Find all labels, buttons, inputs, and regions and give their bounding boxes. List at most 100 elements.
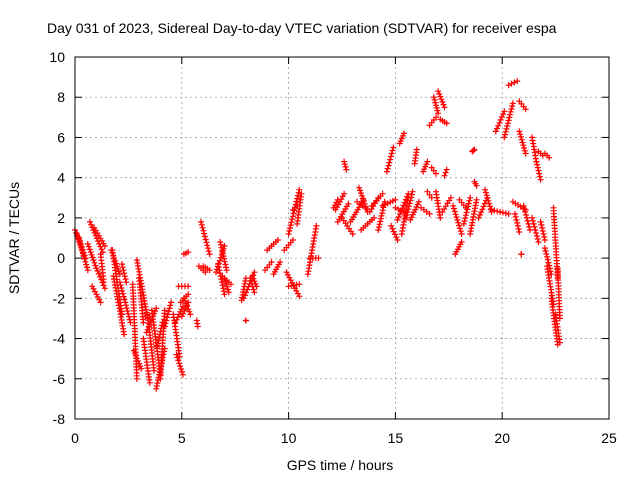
data-point — [377, 218, 384, 225]
data-point — [405, 203, 412, 210]
data-point — [349, 231, 356, 237]
data-point — [220, 285, 227, 292]
data-point — [175, 357, 182, 364]
y-tick-label: 10 — [49, 49, 65, 65]
data-point — [100, 279, 107, 286]
data-point — [501, 108, 508, 115]
data-point — [542, 248, 549, 254]
data-point — [485, 197, 492, 204]
data-point — [153, 305, 160, 312]
data-point — [385, 162, 392, 169]
data-point — [504, 123, 511, 129]
data-point — [185, 249, 192, 256]
x-tick-label: 25 — [601, 430, 617, 446]
y-tick-label: 2 — [57, 210, 65, 226]
data-point — [454, 216, 461, 223]
data-point — [378, 212, 385, 219]
data-point — [534, 164, 541, 171]
data-point — [456, 225, 463, 232]
data-point — [77, 237, 83, 244]
data-point — [533, 233, 540, 239]
data-point — [219, 250, 226, 257]
data-point — [225, 289, 232, 296]
data-point — [517, 133, 524, 140]
data-point — [168, 299, 175, 306]
data-point — [505, 210, 512, 217]
data-point — [529, 217, 536, 224]
data-point — [94, 268, 101, 274]
data-point — [407, 197, 414, 204]
data-point — [405, 206, 412, 213]
data-point — [517, 131, 524, 138]
data-point — [185, 291, 192, 298]
data-point — [120, 293, 127, 300]
data-point — [151, 367, 157, 374]
data-point — [362, 203, 369, 210]
data-point — [388, 222, 395, 229]
x-tick-label: 15 — [388, 430, 404, 446]
data-point — [116, 279, 123, 286]
data-point — [78, 243, 85, 250]
data-point — [122, 299, 129, 306]
data-point — [140, 319, 147, 326]
data-point — [526, 223, 533, 230]
y-tick-label: -2 — [53, 290, 66, 306]
data-point — [200, 227, 207, 234]
data-point — [216, 257, 223, 264]
data-point — [394, 216, 401, 223]
data-point — [443, 120, 450, 127]
data-point — [544, 253, 551, 260]
data-point — [509, 100, 516, 107]
data-point — [85, 243, 92, 250]
data-point — [101, 285, 108, 292]
data-point — [183, 300, 190, 307]
data-point — [480, 203, 487, 210]
data-point — [504, 120, 511, 127]
data-point — [515, 226, 522, 232]
data-point — [434, 107, 441, 114]
data-point — [408, 194, 415, 201]
data-point — [522, 106, 529, 113]
data-point — [399, 205, 406, 212]
data-point — [176, 360, 183, 367]
data-point — [296, 293, 303, 300]
data-point — [289, 213, 296, 220]
data-point — [294, 192, 301, 199]
data-point — [315, 255, 322, 262]
data-point — [97, 299, 104, 306]
data-point — [543, 250, 550, 257]
x-tick-label: 20 — [494, 430, 510, 446]
data-point — [76, 235, 83, 241]
data-point — [458, 239, 465, 245]
data-point — [121, 296, 128, 303]
data-point — [251, 289, 258, 296]
data-point — [556, 339, 563, 346]
data-point — [163, 317, 170, 324]
data-point — [539, 228, 546, 234]
data-point — [473, 182, 480, 189]
data-point — [202, 236, 209, 243]
data-point — [424, 158, 431, 165]
data-point — [465, 200, 472, 207]
data-point — [505, 82, 512, 89]
data-point — [146, 379, 153, 386]
data-point — [122, 276, 129, 283]
data-point — [172, 319, 179, 326]
data-point — [433, 170, 439, 177]
data-point — [392, 196, 399, 203]
data-point — [466, 197, 473, 204]
data-point — [384, 165, 391, 172]
data-point — [290, 210, 297, 217]
data-point — [289, 237, 296, 243]
data-point — [482, 189, 489, 196]
data-point — [386, 159, 393, 166]
data-point — [389, 147, 396, 154]
data-point — [436, 90, 443, 97]
data-point — [541, 245, 548, 252]
data-point — [121, 331, 128, 338]
data-point — [296, 281, 303, 288]
data-point — [544, 256, 551, 263]
x-tick-label: 5 — [178, 430, 186, 446]
data-point — [509, 103, 516, 110]
y-tick-label: -8 — [53, 411, 66, 427]
